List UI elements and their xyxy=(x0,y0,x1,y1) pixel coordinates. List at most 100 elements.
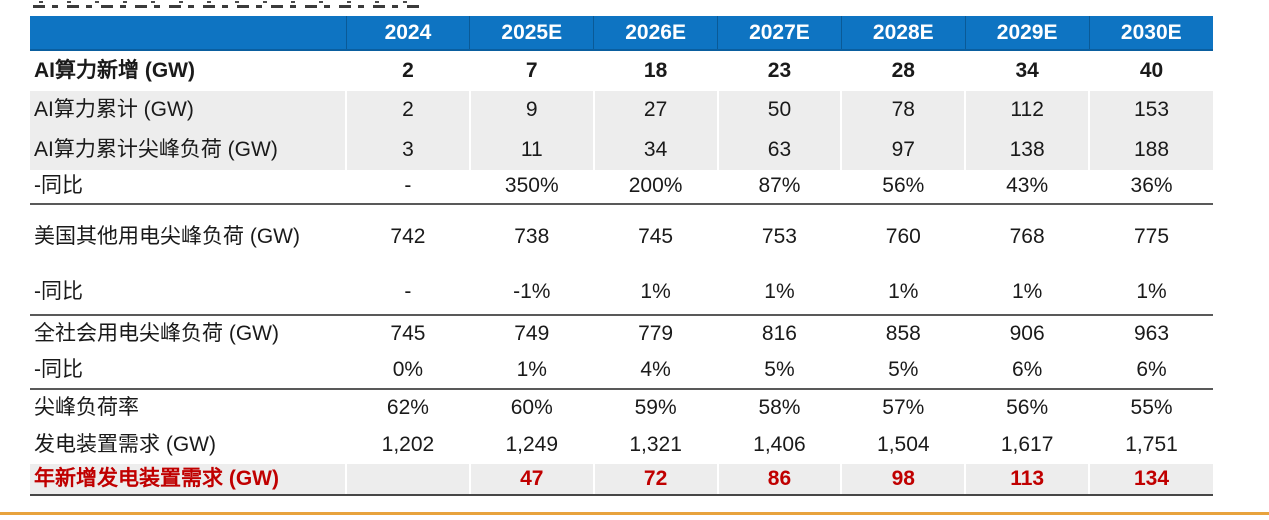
cell-value: 1% xyxy=(716,270,842,316)
cell-value: 23 xyxy=(716,50,842,91)
cell-value: 6% xyxy=(1088,353,1213,390)
cell-value: 816 xyxy=(716,315,842,353)
cell-value: 1% xyxy=(840,270,966,316)
cell-value: 134 xyxy=(1088,464,1213,496)
cell-value: 18 xyxy=(592,50,718,91)
cell-value: -1% xyxy=(468,270,594,316)
cell-value: 188 xyxy=(1088,130,1213,170)
cell-value: 4% xyxy=(592,353,718,390)
cell-value: 1% xyxy=(592,270,718,316)
cell-value: 753 xyxy=(716,204,842,270)
table-row: AI算力新增 (GW) 2 7 18 23 28 34 40 xyxy=(30,50,1213,91)
row-label: 年新增发电装置需求 (GW) xyxy=(30,464,346,496)
cell-value: 56% xyxy=(964,389,1090,426)
cell-value xyxy=(345,464,470,496)
cell-value: 738 xyxy=(468,204,594,270)
cell-value: 1,504 xyxy=(840,426,966,464)
cell-value: 47 xyxy=(468,464,594,496)
year-column-header: 2024 xyxy=(345,16,470,51)
cell-value: 906 xyxy=(964,315,1090,353)
cell-value: 1% xyxy=(468,353,594,390)
table-row: AI算力累计尖峰负荷 (GW) 3 11 34 63 97 138 188 xyxy=(30,130,1213,170)
cell-value: 1,406 xyxy=(716,426,842,464)
cell-value: 56% xyxy=(840,170,966,205)
bottom-accent-line xyxy=(0,512,1269,515)
clipped-figure-title xyxy=(33,0,425,8)
year-column-header: 2027E xyxy=(717,16,842,51)
cell-value: 1% xyxy=(1088,270,1213,316)
row-label: 尖峰负荷率 xyxy=(34,395,139,419)
cell-value: 27 xyxy=(592,91,718,130)
cell-value: 749 xyxy=(468,315,594,353)
cell-value: 36% xyxy=(1088,170,1213,205)
row-label: 全社会用电尖峰负荷 (GW) xyxy=(34,322,279,346)
cell-value: 138 xyxy=(964,130,1090,170)
row-label: 发电装置需求 (GW) xyxy=(34,432,216,456)
year-column-header: 2028E xyxy=(840,16,966,51)
cell-value: 745 xyxy=(345,315,470,353)
table-row: 全社会用电尖峰负荷 (GW) 745 749 779 816 858 906 963 xyxy=(30,315,1213,353)
table-row: -同比 - -1% 1% 1% 1% 1% 1% xyxy=(30,270,1213,316)
cell-value: - xyxy=(345,170,470,205)
row-label: AI算力新增 (GW) xyxy=(34,58,195,82)
cell-value: 28 xyxy=(840,50,966,91)
cell-value: 3 xyxy=(345,130,470,170)
cell-value: 112 xyxy=(964,91,1090,130)
table-row: AI算力累计 (GW) 2 9 27 50 78 112 153 xyxy=(30,91,1213,130)
cell-value: 779 xyxy=(592,315,718,353)
cell-value: 57% xyxy=(840,389,966,426)
cell-value: - xyxy=(345,270,470,316)
table-body: AI算力新增 (GW) 2 7 18 23 28 34 40 AI算力累计 (GW) 2 9 27 50… xyxy=(30,50,1213,496)
cell-value: 1,321 xyxy=(592,426,718,464)
cell-value: 1,249 xyxy=(468,426,594,464)
cell-value: 78 xyxy=(840,91,966,130)
cell-value: 86 xyxy=(716,464,842,496)
cell-value: 113 xyxy=(964,464,1090,496)
cell-value: 63 xyxy=(716,130,842,170)
year-column-header: 2025E xyxy=(469,16,594,51)
cell-value: 350% xyxy=(468,170,594,205)
table-row: -同比 -350% 200% 87% 56% 43% 36% xyxy=(30,170,1213,205)
cell-value: 2 xyxy=(345,50,470,91)
cell-value: 858 xyxy=(840,315,966,353)
cell-value: 760 xyxy=(840,204,966,270)
table-row: 年新增发电装置需求 (GW) 47 72 86 98 113 134 xyxy=(30,464,1213,496)
table-row: 发电装置需求 (GW) 1,202 1,249 1,321 1,406 1,504 1,61… xyxy=(30,426,1213,464)
cell-value: 55% xyxy=(1088,389,1213,426)
table-row: 尖峰负荷率 62% 60% 59% 58% 57% 56% 55% xyxy=(30,389,1213,426)
row-label-header xyxy=(30,16,346,51)
table-header-row: 2024 2025E 2026E 2027E 2028E 2029E 2030E xyxy=(30,16,1213,51)
cell-value: 768 xyxy=(964,204,1090,270)
cell-value: 745 xyxy=(592,204,718,270)
cell-value: 11 xyxy=(468,130,594,170)
cell-value: 62% xyxy=(345,389,470,426)
row-label: AI算力累计 (GW) xyxy=(30,91,346,130)
row-label: -同比 xyxy=(30,270,346,316)
year-column-header: 2026E xyxy=(593,16,718,51)
row-label: AI算力累计尖峰负荷 (GW) xyxy=(30,130,346,170)
cell-value: 87% xyxy=(716,170,842,205)
year-column-header: 2030E xyxy=(1088,16,1213,51)
cell-value: 98 xyxy=(840,464,966,496)
cell-value: 153 xyxy=(1088,91,1213,130)
cell-value: 1% xyxy=(964,270,1090,316)
cell-value: 59% xyxy=(592,389,718,426)
cell-value: 5% xyxy=(716,353,842,390)
cell-value: 58% xyxy=(716,389,842,426)
cell-value: 6% xyxy=(964,353,1090,390)
cell-value: 34 xyxy=(592,130,718,170)
cell-value: 963 xyxy=(1088,315,1213,353)
row-label: 美国其他用电尖峰负荷 (GW) xyxy=(34,225,300,249)
cell-value: 5% xyxy=(840,353,966,390)
cell-value: 34 xyxy=(964,50,1090,91)
cell-value: 97 xyxy=(840,130,966,170)
row-label: -同比 xyxy=(30,170,346,205)
cell-value: 9 xyxy=(468,91,594,130)
cell-value: 1,751 xyxy=(1088,426,1213,464)
cell-value: 0% xyxy=(345,353,470,390)
table-row: 美国其他用电尖峰负荷 (GW) 742 738 745 753 760 768 775 xyxy=(30,204,1213,270)
cell-value: 7 xyxy=(468,50,594,91)
table-row: -同比 0% 1% 4% 5% 5% 6% 6% xyxy=(30,353,1213,390)
cell-value: 1,202 xyxy=(345,426,470,464)
